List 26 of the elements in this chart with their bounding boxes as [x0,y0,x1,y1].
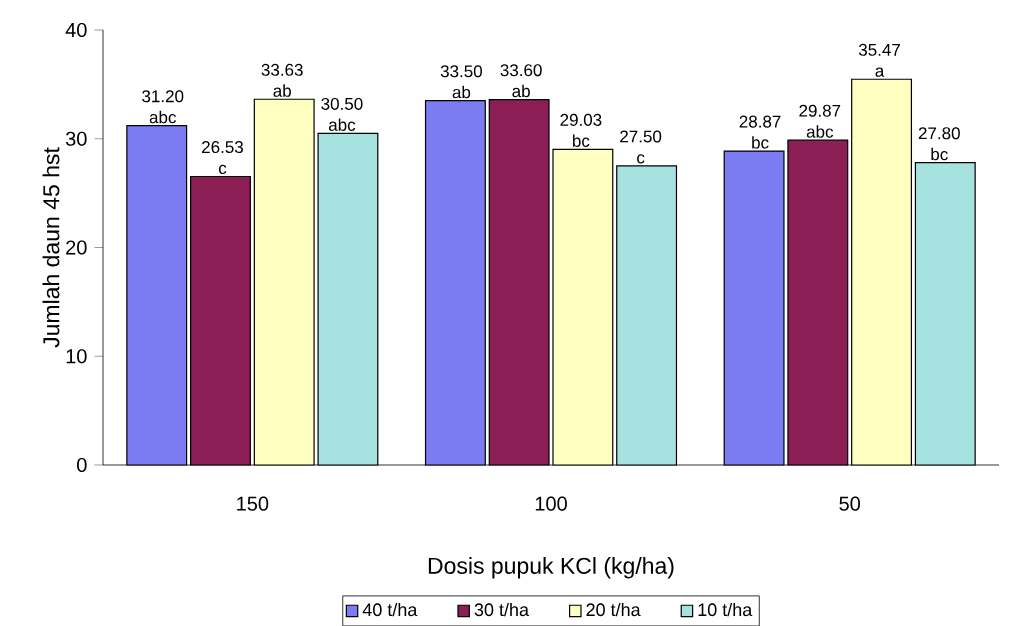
x-tick-label: 100 [535,496,567,511]
data-label: 33.50 ab [440,65,482,99]
y-tick-label: 40 [65,22,87,37]
y-tick-label: 30 [65,131,87,146]
data-label: 29.87 abc [799,104,841,138]
data-label: 27.80 bc [918,127,960,161]
x-tick-label: 50 [839,496,861,511]
data-label: 33.60 ab [500,64,542,98]
x-axis-title: Dosis pupuk KCl (kg/ha) [428,556,674,579]
y-axis-title: Jumlah daun 45 hst [42,147,60,348]
legend-label: 10 t/ha [698,602,753,616]
y-tick-label: 10 [66,349,87,364]
legend-label: 40 t/ha [362,602,418,616]
data-label: 31.20 abc [142,90,184,124]
legend-label: 30 t/ha [474,602,529,616]
y-tick-label: 0 [77,457,87,472]
data-label: 35.47 a [858,43,900,77]
data-label: 30.50 abc [321,97,363,131]
y-tick-label: 20 [66,240,87,255]
legend-label: 20 t/ha [586,602,641,616]
data-label: 28.87 bc [739,115,781,149]
data-label: 26.53 c [202,140,243,174]
data-label: 33.63 ab [261,63,303,97]
x-tick-label: 150 [237,496,269,511]
data-label: 29.03 bc [560,113,602,147]
data-label: 27.50 c [620,130,662,164]
